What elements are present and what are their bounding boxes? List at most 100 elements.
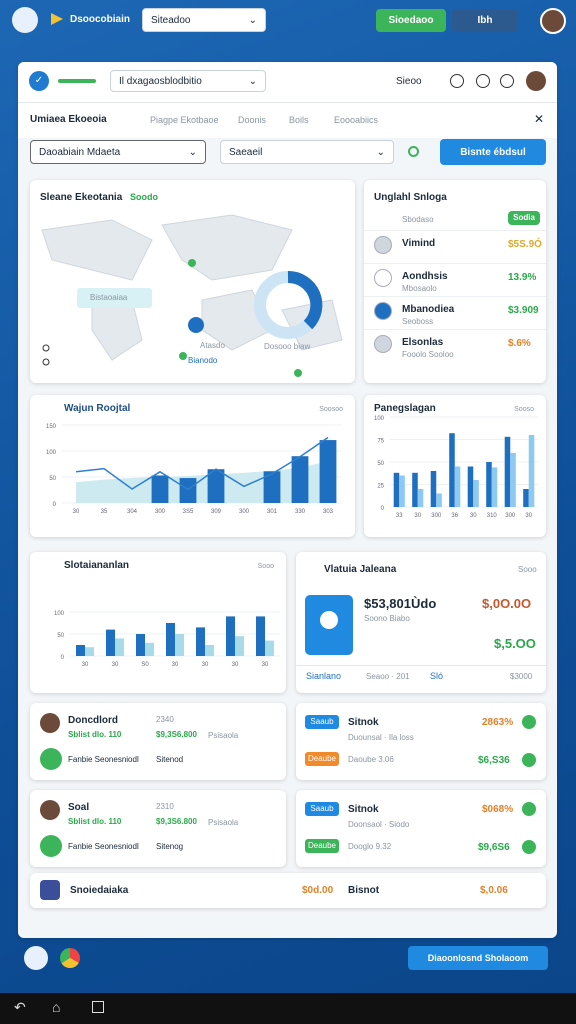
y-tick-label: 50 — [49, 476, 56, 482]
dropdown[interactable]: Il dxagaosblodbitio ⌄ — [110, 70, 266, 92]
search-text: Siteadoo — [151, 15, 191, 26]
app-logo[interactable] — [12, 7, 38, 33]
avatar[interactable] — [540, 8, 566, 34]
bottom-button[interactable]: Diaoonlosnd Sholaoom — [408, 946, 548, 970]
avatar — [40, 800, 60, 820]
item-name: Vimind — [402, 238, 436, 249]
card-status: Sitenod — [156, 755, 184, 764]
bar — [528, 435, 535, 507]
bar — [449, 433, 455, 507]
item-sub: Fooolo Sooloo — [402, 350, 454, 359]
bar — [486, 462, 492, 507]
card-sub: Sblist dlo. 110 — [68, 730, 122, 739]
footer-value: $0d.00 — [302, 885, 334, 896]
y-tick-label: 25 — [377, 484, 384, 490]
primary-button[interactable]: Sioedaoo — [376, 9, 446, 32]
tab[interactable]: Boils — [289, 115, 309, 125]
select-text: Daoabiain Mdaeta — [39, 147, 121, 158]
x-tick-label: 304 — [127, 509, 138, 515]
back[interactable]: ↶ — [14, 999, 26, 1015]
summary-footer: Sló — [430, 671, 444, 681]
chart-note: Sooso — [514, 406, 534, 413]
summary-value: $,5.OO — [494, 636, 536, 651]
x-tick-label: 303 — [323, 509, 334, 515]
y-tick-label: 100 — [46, 450, 57, 456]
bar — [504, 436, 511, 507]
bar — [393, 472, 400, 507]
bar — [454, 466, 461, 507]
card-name: Doncdlord — [68, 715, 118, 726]
bar — [417, 489, 424, 507]
bar — [196, 627, 205, 656]
bar — [151, 475, 169, 503]
x-tick-label: 330 — [295, 509, 306, 515]
bar — [205, 645, 214, 656]
divider — [364, 230, 546, 231]
ticket-value: 2863% — [482, 717, 514, 728]
icon[interactable] — [450, 74, 464, 88]
status-icon — [40, 748, 62, 770]
icon[interactable] — [24, 946, 48, 970]
map-label: Dosooo biaw — [264, 342, 311, 351]
ticket-name: Sitnok — [348, 717, 379, 728]
x-tick-label: 35 — [101, 509, 108, 515]
ranking-button[interactable]: Sodia — [508, 211, 540, 225]
bar — [291, 456, 309, 503]
card-note: Psisaola — [208, 818, 239, 827]
home[interactable]: ⌂ — [52, 999, 61, 1015]
icon[interactable] — [60, 948, 80, 968]
card-status: Sitenog — [156, 842, 184, 851]
item-value: 13.9% — [508, 272, 537, 283]
item-value: $3.909 — [508, 305, 539, 316]
bar — [399, 475, 405, 507]
map-label: Bianodo — [188, 356, 218, 365]
bar — [175, 634, 184, 656]
y-tick-label: 150 — [46, 424, 57, 430]
chart: Panegslagan Sooso 0 25 50 75 100 33 30 300 36 30 310… — [374, 403, 538, 519]
summary-amount: $53,801Ùdo — [364, 596, 437, 611]
x-tick-label: S0 — [141, 662, 149, 668]
search-box[interactable]: Siteadoo ⌄ — [142, 8, 266, 32]
card — [30, 790, 286, 867]
x-tick-label: 30 — [202, 662, 209, 668]
bar — [115, 638, 124, 656]
logo-mark — [51, 13, 63, 25]
x-tick-label: 30 — [525, 513, 532, 519]
summary-note: Sooo — [518, 565, 537, 574]
recents[interactable] — [92, 1001, 104, 1013]
summary-title: Vlatuia Jaleana — [324, 564, 397, 575]
icon[interactable] — [476, 74, 490, 88]
apply-button[interactable]: Bisnte ébdsul — [440, 139, 546, 165]
dot — [522, 753, 536, 767]
card-action: Fanbie Seonesniodl — [68, 755, 139, 764]
ticket-value: $6,S36 — [478, 755, 510, 766]
ticket-name: Sitnok — [348, 804, 379, 815]
chart-card — [30, 552, 286, 693]
status-text: Sieoo — [396, 76, 422, 87]
tab[interactable]: Doonis — [238, 115, 267, 125]
close-button[interactable]: ✕ — [534, 112, 545, 126]
select[interactable]: Saeaeil ⌄ — [220, 140, 394, 164]
x-tick-label: 301 — [267, 509, 278, 515]
summary-footer: Sianlano — [306, 671, 342, 681]
area — [76, 461, 328, 503]
page-title: Umiaea Ekoeoia — [30, 114, 107, 125]
toggle[interactable] — [408, 146, 419, 157]
item-name: Mbanodiea — [402, 304, 455, 315]
tab[interactable]: Piagpe Ekotbaoe — [150, 115, 219, 125]
notification-icon[interactable] — [500, 74, 514, 88]
x-tick-label: 300 — [431, 513, 442, 519]
chart-note: Sooo — [258, 563, 274, 570]
tab[interactable]: Eoooabiics — [334, 115, 379, 125]
app-name: Dsoocobiain — [70, 14, 131, 25]
chart-title: Wajun Roojtal — [64, 403, 131, 414]
avatar[interactable] — [526, 71, 546, 91]
y-tick-label: 0 — [53, 502, 57, 508]
footer-name: Bisnot — [348, 885, 380, 896]
secondary-button[interactable]: Ibh — [452, 9, 518, 32]
bar — [523, 489, 529, 507]
card — [30, 703, 286, 780]
item-name: Elsonlas — [402, 337, 444, 348]
map-badge: Soodo — [130, 192, 158, 202]
select[interactable]: Daoabiain Mdaeta ⌄ — [30, 140, 206, 164]
